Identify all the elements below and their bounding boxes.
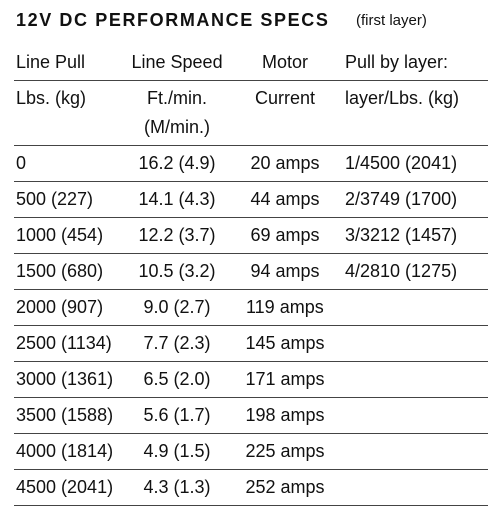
header-cell: Pull by layer: <box>345 52 449 72</box>
table-cell: 1/4500 (2041) <box>345 153 458 173</box>
table-cell: 4.3 (1.3) <box>143 477 211 497</box>
table-cell: 3000 (1361) <box>16 369 114 389</box>
table-cell: 198 amps <box>245 405 325 425</box>
header-cell: Lbs. (kg) <box>16 88 87 108</box>
table-cell: 12.2 (3.7) <box>138 225 216 245</box>
table-cell: 20 amps <box>250 153 320 173</box>
row-rule <box>14 505 488 506</box>
table-cell: 1000 (454) <box>16 225 104 245</box>
table-cell: 2000 (907) <box>16 297 104 317</box>
table-cell: 4.9 (1.5) <box>143 441 211 461</box>
table-cell: 4000 (1814) <box>16 441 114 461</box>
table-cell: 4/2810 (1275) <box>345 261 458 281</box>
row-rule <box>14 145 488 146</box>
row-rule <box>14 253 488 254</box>
subtitle: (first layer) <box>356 12 427 29</box>
row-rule <box>14 181 488 182</box>
table-cell: 5.6 (1.7) <box>143 405 211 425</box>
table-cell: 44 amps <box>250 189 320 209</box>
table-cell: 14.1 (4.3) <box>138 189 216 209</box>
table-cell: 2500 (1134) <box>16 333 112 353</box>
table-cell: 10.5 (3.2) <box>138 261 216 281</box>
table-cell: 4500 (2041) <box>16 477 114 497</box>
table-cell: 6.5 (2.0) <box>143 369 211 389</box>
header-cell: layer/Lbs. (kg) <box>345 88 460 108</box>
table-cell: 500 (227) <box>16 189 94 209</box>
row-rule <box>14 325 488 326</box>
row-rule <box>14 80 488 81</box>
table-cell: 145 amps <box>245 333 325 353</box>
row-rule <box>14 289 488 290</box>
table-cell: 7.7 (2.3) <box>143 333 211 353</box>
table-cell: 171 amps <box>245 369 325 389</box>
header-cell: Line Speed <box>131 52 223 72</box>
table-cell: 94 amps <box>250 261 320 281</box>
table-cell: 252 amps <box>245 477 325 497</box>
row-rule <box>14 361 488 362</box>
table-cell: 3/3212 (1457) <box>345 225 458 245</box>
title: 12V DC PERFORMANCE SPECS <box>16 10 330 30</box>
header-cell: Line Pull <box>16 52 86 72</box>
header-cell: Current <box>255 88 316 108</box>
table-cell: 16.2 (4.9) <box>138 153 216 173</box>
table-cell: 9.0 (2.7) <box>143 297 211 317</box>
table-cell: 225 amps <box>245 441 325 461</box>
table-cell: 1500 (680) <box>16 261 104 281</box>
header-cell: (M/min.) <box>144 117 210 137</box>
row-rule <box>14 397 488 398</box>
header-cell: Motor <box>262 52 309 72</box>
header-cell: Ft./min. <box>147 88 208 108</box>
table-cell: 119 amps <box>246 297 324 317</box>
row-rule <box>14 469 488 470</box>
row-rule <box>14 217 488 218</box>
table-cell: 2/3749 (1700) <box>345 189 458 209</box>
table-cell: 3500 (1588) <box>16 405 114 425</box>
table-cell: 0 <box>16 153 27 173</box>
row-rule <box>14 433 488 434</box>
table-cell: 69 amps <box>250 225 320 245</box>
